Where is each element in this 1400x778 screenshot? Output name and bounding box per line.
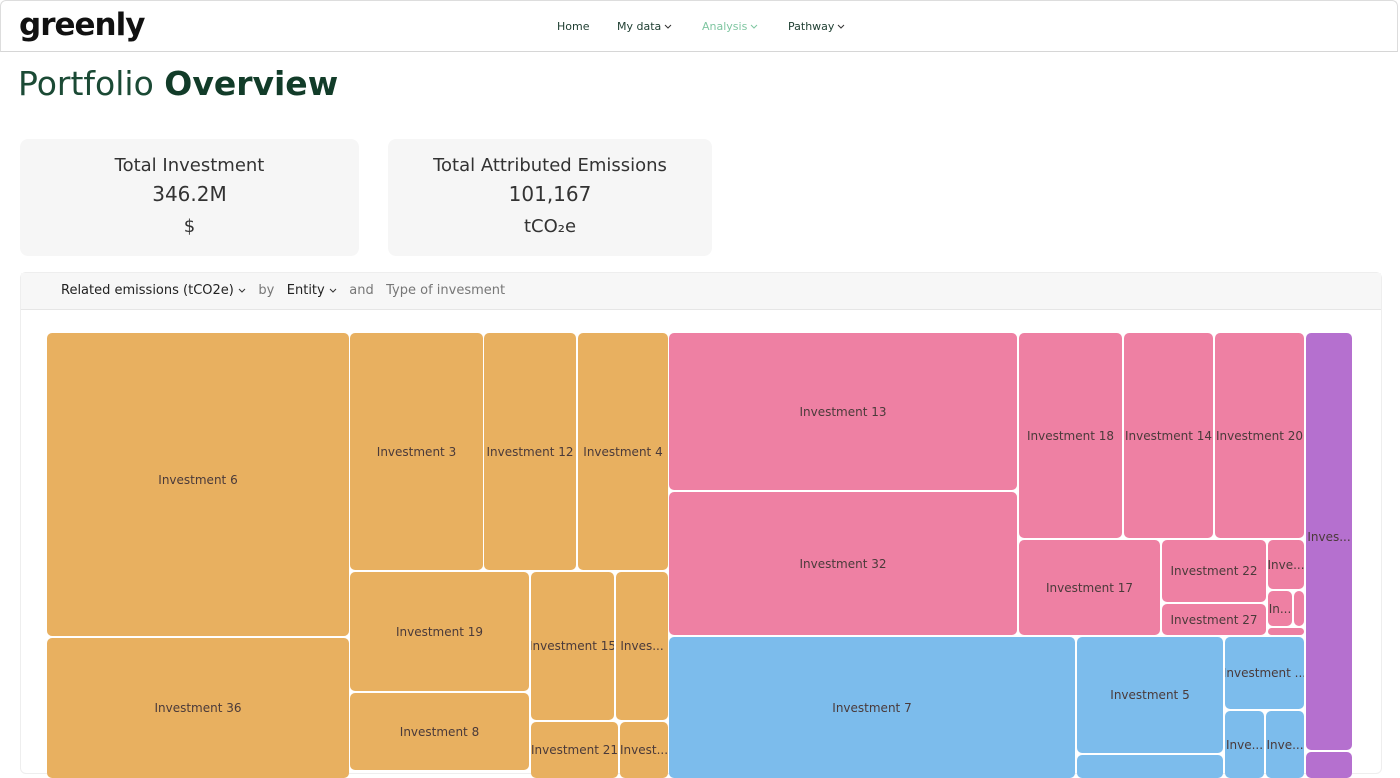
tile-label: Investment 14 <box>1124 428 1213 443</box>
treemap-tile[interactable]: Investment 4 <box>578 333 668 570</box>
treemap-panel: Related emissions (tCO2e) by Entity and … <box>20 272 1382 778</box>
treemap-tile[interactable]: Investment 17 <box>1019 540 1160 635</box>
treemap-tile[interactable]: Investment ... <box>1225 637 1304 709</box>
treemap-tile[interactable]: Inve... <box>1225 711 1264 778</box>
nav-label: Analysis <box>702 20 748 33</box>
kpi-label: Total Attributed Emissions <box>433 155 667 176</box>
treemap-tile[interactable]: Inves... <box>616 572 668 720</box>
nav-label: My data <box>617 20 662 33</box>
treemap-tile[interactable]: Investment 19 <box>350 572 529 691</box>
kpi-unit: $ <box>183 216 196 237</box>
filter-bar: Related emissions (tCO2e) by Entity and … <box>21 273 1381 310</box>
tile-label: Investment 15 <box>531 639 614 653</box>
tile-label: Inves... <box>1307 529 1351 544</box>
tile-label: In... <box>1268 601 1292 616</box>
treemap-tile[interactable] <box>1077 755 1223 778</box>
tile-label: Investment 21 <box>531 743 618 757</box>
kpi-card: Total Investment 346.2M $ <box>20 139 359 256</box>
metric-select[interactable]: Related emissions (tCO2e) <box>61 283 234 298</box>
nav-item[interactable]: My data <box>617 20 672 33</box>
tile-label: Inves... <box>620 639 664 653</box>
tile-label: Investment 17 <box>1045 580 1134 595</box>
tile-label: Investment 18 <box>1026 428 1115 443</box>
treemap-tile[interactable] <box>1268 628 1304 635</box>
tile-label: Investment 13 <box>799 404 887 419</box>
treemap-tile[interactable]: Investment 32 <box>669 492 1017 635</box>
tile-label: Investment 6 <box>158 472 238 487</box>
filter-text: and <box>349 283 374 298</box>
tile-label: Investment 19 <box>395 624 484 639</box>
tile-label: Investment 36 <box>154 701 242 715</box>
kpi-card: Total Attributed Emissions 101,167 tCO₂e <box>388 139 712 256</box>
tile-label: Investment 7 <box>832 700 912 715</box>
chevron <box>329 288 337 293</box>
tile-label: Invest... <box>620 743 668 757</box>
tile-label: Investment 27 <box>1170 612 1258 627</box>
title-light: Portfolio <box>18 64 154 103</box>
treemap-tile[interactable]: Investment 36 <box>47 638 349 778</box>
title-bold: Overview <box>164 64 339 103</box>
treemap-tile[interactable]: Investment 22 <box>1162 540 1266 602</box>
chevron <box>238 288 246 293</box>
tile-label: Investment 8 <box>399 724 480 739</box>
tile-label: Investment 32 <box>799 556 887 571</box>
tile-label: Investment 12 <box>486 444 574 459</box>
nav-item[interactable]: Pathway <box>788 20 845 33</box>
tile-label: Investment ... <box>1225 666 1304 680</box>
chevron <box>838 24 845 29</box>
tile-label: Inve... <box>1225 737 1264 752</box>
logo[interactable]: greenly <box>19 7 145 43</box>
treemap-tile[interactable]: Investment 8 <box>350 693 529 770</box>
nav-item[interactable]: Home <box>557 20 590 33</box>
treemap-tile[interactable]: Investment 6 <box>47 333 349 636</box>
kpi-unit: tCO₂e <box>523 216 577 237</box>
page-title: Portfolio Overview <box>18 64 338 103</box>
treemap-tile[interactable]: Invest... <box>620 722 668 778</box>
treemap-tile[interactable] <box>1294 591 1304 626</box>
treemap-tile[interactable]: Inves... <box>1306 333 1352 750</box>
kpi-value: 101,167 <box>508 182 592 206</box>
tile-label: Investment 22 <box>1170 564 1258 578</box>
kpi-label: Total Investment <box>114 155 265 176</box>
treemap-tile[interactable]: Investment 7 <box>669 637 1075 778</box>
tile-label: Inve... <box>1266 737 1304 752</box>
treemap-tile[interactable]: Investment 27 <box>1162 604 1266 635</box>
chevron <box>664 24 672 29</box>
chevron <box>750 24 758 29</box>
tile-label: Inve... <box>1268 557 1304 572</box>
treemap-tile[interactable]: Investment 15 <box>531 572 614 720</box>
type-select[interactable]: Type of invesment <box>386 283 506 298</box>
treemap-tile[interactable]: Investment 12 <box>484 333 576 570</box>
tile-label: Investment 5 <box>1110 688 1190 702</box>
entity-select[interactable]: Entity <box>286 283 325 298</box>
kpi-value: 346.2M <box>152 182 227 206</box>
treemap-tile[interactable]: Investment 5 <box>1077 637 1223 753</box>
top-bar: greenly Home My data Analysis Pathway <box>0 0 1398 52</box>
nav-label: Pathway <box>788 20 835 33</box>
treemap-tile[interactable]: Investment 13 <box>669 333 1017 490</box>
tile-label: Investment 3 <box>376 444 457 459</box>
treemap-tile[interactable]: Investment 21 <box>531 722 618 778</box>
treemap-tile[interactable]: Inve... <box>1266 711 1304 778</box>
treemap-tile[interactable]: In... <box>1268 591 1292 626</box>
treemap-tile[interactable]: Investment 14 <box>1124 333 1213 538</box>
tile-label: Investment 4 <box>583 444 663 459</box>
nav-item[interactable]: Analysis <box>702 20 758 33</box>
treemap-tile[interactable]: Investment 3 <box>350 333 483 570</box>
treemap-tile[interactable] <box>1306 752 1352 778</box>
treemap-tile[interactable]: Investment 20 <box>1215 333 1304 538</box>
treemap-tile[interactable]: Investment 18 <box>1019 333 1122 538</box>
tile-label: Investment 20 <box>1215 428 1304 443</box>
filter-text: by <box>258 283 275 298</box>
treemap-tile[interactable]: Inve... <box>1268 540 1304 589</box>
